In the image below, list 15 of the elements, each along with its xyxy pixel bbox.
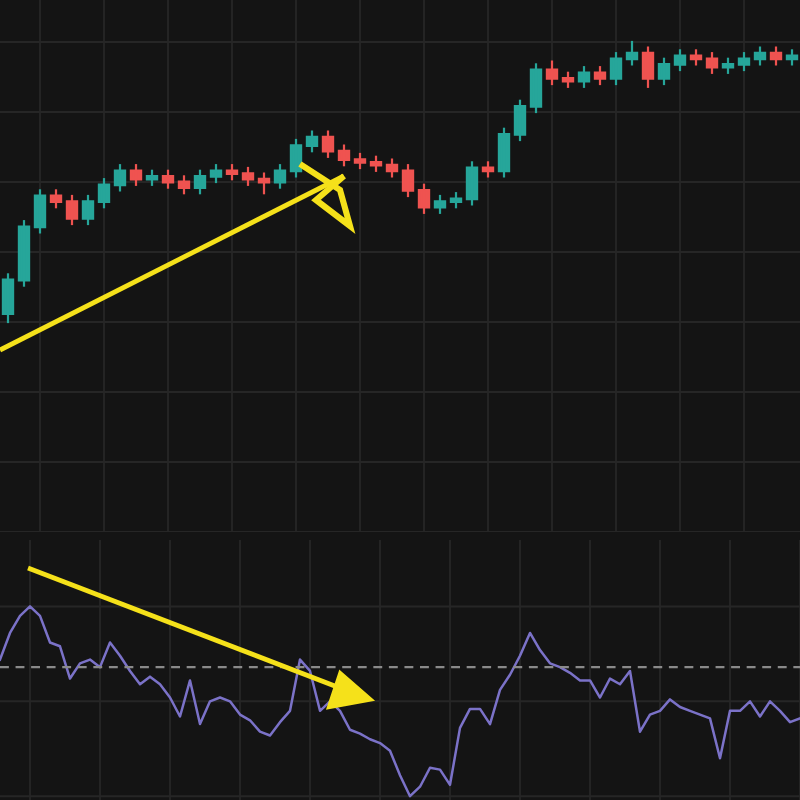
candlestick xyxy=(433,194,447,214)
candlestick xyxy=(449,192,463,209)
candlestick xyxy=(241,166,255,186)
candlestick xyxy=(593,66,607,86)
candlestick xyxy=(225,164,239,181)
candlestick xyxy=(721,57,735,74)
candlestick xyxy=(577,66,591,88)
candlestick xyxy=(705,52,719,74)
candlestick xyxy=(737,52,751,72)
candlestick xyxy=(209,164,223,184)
candlestick xyxy=(129,164,143,186)
candlestick xyxy=(145,169,159,186)
candlestick xyxy=(353,152,367,170)
candlestick xyxy=(561,71,575,88)
candlestick xyxy=(369,155,383,172)
